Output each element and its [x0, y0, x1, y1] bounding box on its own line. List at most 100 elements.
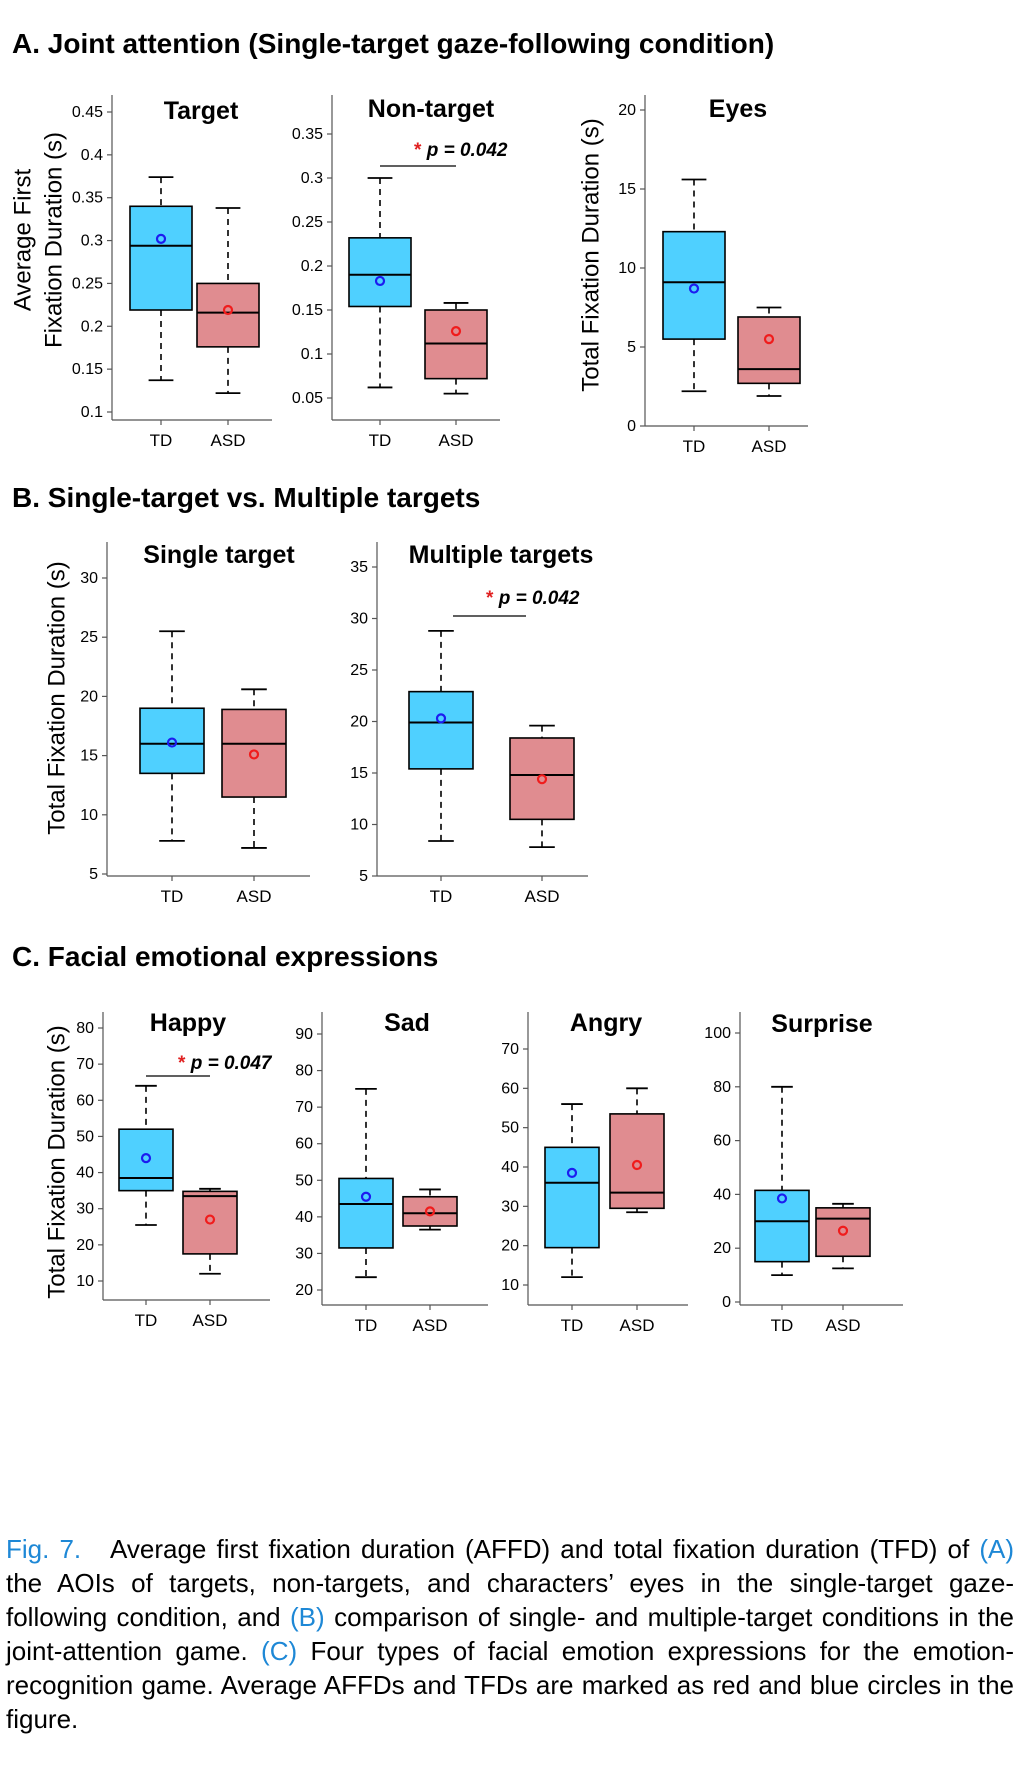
x-tick-label-multiple-targets-td: TD: [430, 887, 453, 906]
section-title-a: A. Joint attention (Single-target gaze-f…: [12, 28, 774, 59]
y-tick-label-surprise-5: 100: [704, 1025, 731, 1042]
significance-star-happy: *: [178, 1053, 191, 1074]
y-tick-label-multiple-targets-3: 20: [350, 714, 368, 731]
y-tick-label-angry-4: 50: [501, 1120, 519, 1137]
y-tick-label-angry-2: 30: [501, 1198, 519, 1215]
x-tick-label-single-target-td: TD: [161, 887, 184, 906]
caption-text-3: comparison of single- and multiple-targe…: [6, 1602, 1014, 1666]
box-surprise-td: [754, 1189, 810, 1263]
y-tick-label-sad-0: 20: [295, 1282, 313, 1299]
mean-marker-sad-td: [360, 1191, 372, 1202]
mean-marker-angry-td: [566, 1167, 578, 1179]
y-tick-label-multiple-targets-2: 15: [350, 765, 368, 782]
y-tick-label-surprise-4: 80: [713, 1079, 731, 1096]
mean-marker-happy-asd: [204, 1214, 216, 1225]
x-tick-label-angry-asd: ASD: [620, 1316, 655, 1335]
y-tick-label-eyes-1: 5: [627, 339, 636, 356]
x-tick-label-multiple-targets-asd: ASD: [525, 887, 560, 906]
y-tick-label-single-target-0: 5: [89, 866, 98, 883]
significance-star-non-target: *: [414, 140, 427, 161]
y-tick-label-angry-5: 60: [501, 1080, 519, 1097]
y-tick-label-sad-7: 90: [295, 1026, 313, 1043]
y-tick-label-happy-7: 80: [76, 1020, 94, 1037]
significance-star-multiple-targets: *: [486, 588, 499, 609]
caption-text-2: the AOIs of targets, non-targets, and ch…: [6, 1568, 1014, 1632]
y-tick-label-single-target-1: 10: [80, 807, 98, 824]
y-tick-label-multiple-targets-1: 10: [350, 817, 368, 834]
y-tick-label-multiple-targets-5: 30: [350, 611, 368, 628]
y-tick-label-surprise-2: 40: [713, 1186, 731, 1203]
significance-text-happy: p = 0.047: [190, 1053, 273, 1074]
y-tick-label-target-1: 0.15: [72, 361, 103, 378]
caption-ref-c[interactable]: (C): [261, 1636, 298, 1666]
box-angry-td: [544, 1146, 600, 1249]
mean-marker-non-target-asd: [450, 326, 462, 337]
box-eyes-asd: [737, 316, 801, 385]
x-tick-label-sad-asd: ASD: [413, 1316, 448, 1335]
mean-marker-surprise-asd: [837, 1225, 849, 1236]
y-tick-label-happy-3: 40: [76, 1165, 94, 1182]
panel-title-angry: Angry: [570, 1009, 642, 1037]
y-axis-label-single-target-0: Total Fixation Duration (s): [43, 561, 70, 834]
mean-marker-single-target-td: [166, 737, 178, 748]
mean-marker-sad-asd: [424, 1206, 436, 1217]
y-tick-label-sad-6: 80: [295, 1063, 313, 1080]
y-tick-label-single-target-5: 30: [80, 570, 98, 587]
y-tick-label-sad-2: 40: [295, 1209, 313, 1226]
box-sad-td: [338, 1177, 394, 1249]
x-tick-label-angry-td: TD: [561, 1316, 584, 1335]
section-title-c: C. Facial emotional expressions: [12, 941, 438, 972]
mean-marker-angry-asd: [631, 1159, 643, 1171]
significance-label-non-target: * p = 0.042: [414, 140, 508, 161]
panel-title-non-target: Non-target: [368, 95, 495, 123]
y-tick-label-sad-5: 70: [295, 1099, 313, 1116]
y-tick-label-multiple-targets-4: 25: [350, 662, 368, 679]
caption-ref-b[interactable]: (B): [290, 1602, 325, 1632]
panel-title-target: Target: [164, 97, 239, 125]
y-axis-label-target-1: Fixation Duration (s): [40, 132, 67, 348]
caption-ref-a[interactable]: (A): [979, 1534, 1014, 1564]
mean-marker-multiple-targets-td: [435, 713, 447, 724]
box-multiple-targets-td: [408, 690, 474, 770]
box-target-asd: [196, 282, 260, 348]
mean-marker-non-target-td: [374, 275, 386, 287]
y-tick-label-target-3: 0.25: [72, 275, 103, 292]
x-tick-label-target-td: TD: [150, 431, 173, 450]
panel-title-single-target: Single target: [143, 541, 295, 569]
y-axis-label-target-0: Average First: [9, 169, 36, 312]
mean-marker-eyes-td: [688, 283, 700, 294]
y-tick-label-eyes-4: 20: [618, 102, 636, 119]
x-tick-label-non-target-td: TD: [369, 431, 392, 450]
y-tick-label-target-6: 0.4: [81, 147, 103, 164]
y-tick-label-angry-0: 10: [501, 1277, 519, 1294]
caption-text-1: Average first fixation duration (AFFD) a…: [110, 1534, 980, 1564]
y-tick-label-happy-4: 50: [76, 1128, 94, 1145]
section-title-b: B. Single-target vs. Multiple targets: [12, 482, 480, 513]
y-tick-label-angry-6: 70: [501, 1041, 519, 1058]
box-multiple-targets-asd: [509, 737, 575, 821]
y-tick-label-surprise-3: 60: [713, 1133, 731, 1150]
box-surprise-asd: [815, 1207, 871, 1258]
x-tick-label-non-target-asd: ASD: [439, 431, 474, 450]
panel-title-eyes: Eyes: [709, 95, 767, 123]
significance-text-non-target: p = 0.042: [426, 140, 508, 161]
figure-canvas: A. Joint attention (Single-target gaze-f…: [9, 28, 903, 1335]
y-tick-label-eyes-3: 15: [618, 181, 636, 198]
box-single-target-asd: [221, 708, 287, 798]
y-tick-label-angry-1: 20: [501, 1238, 519, 1255]
x-tick-label-surprise-asd: ASD: [826, 1316, 861, 1335]
y-tick-label-happy-5: 60: [76, 1092, 94, 1109]
y-tick-label-target-2: 0.2: [81, 318, 103, 335]
y-tick-label-single-target-2: 15: [80, 748, 98, 765]
y-tick-label-surprise-0: 0: [722, 1294, 731, 1311]
y-tick-label-sad-3: 50: [295, 1172, 313, 1189]
panel-title-happy: Happy: [150, 1009, 227, 1037]
y-tick-label-non-target-1: 0.1: [301, 346, 323, 363]
x-tick-label-sad-td: TD: [355, 1316, 378, 1335]
mean-marker-surprise-td: [776, 1193, 788, 1204]
box-happy-td: [118, 1128, 174, 1192]
y-tick-label-target-7: 0.45: [72, 104, 103, 121]
box-single-target-td: [139, 707, 205, 775]
figure-caption: Fig. 7. Average first fixation duration …: [6, 1532, 1014, 1736]
significance-label-happy: * p = 0.047: [178, 1053, 273, 1074]
